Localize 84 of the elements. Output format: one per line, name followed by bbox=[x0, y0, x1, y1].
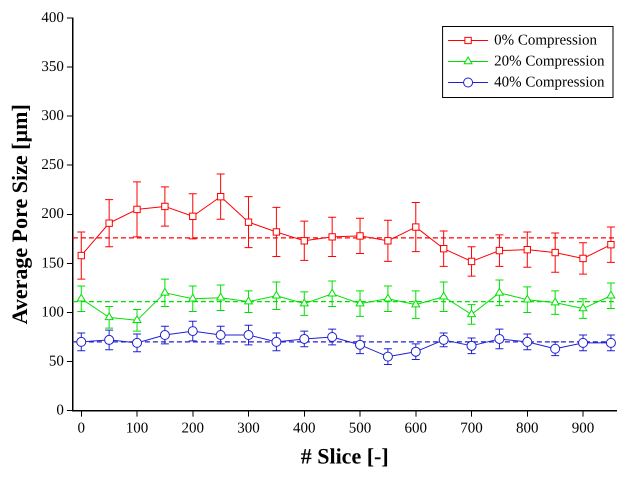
point bbox=[579, 254, 587, 262]
point bbox=[244, 218, 252, 226]
y-axis-title: Average Pore Size [µm] bbox=[6, 104, 32, 324]
point bbox=[466, 340, 477, 351]
point bbox=[76, 294, 86, 302]
point bbox=[272, 228, 280, 236]
point bbox=[384, 294, 392, 302]
point bbox=[216, 192, 224, 200]
point bbox=[607, 241, 615, 248]
point bbox=[412, 223, 420, 231]
y-tick-label: 250 bbox=[41, 157, 64, 174]
x-tick-label: 800 bbox=[516, 420, 539, 437]
point bbox=[522, 294, 532, 302]
point bbox=[189, 212, 196, 220]
point bbox=[216, 330, 226, 340]
y-tick-label: 50 bbox=[48, 353, 64, 370]
x-tick-label: 900 bbox=[572, 420, 594, 437]
point bbox=[440, 244, 448, 252]
point bbox=[104, 334, 114, 345]
point bbox=[188, 326, 198, 336]
point bbox=[522, 336, 532, 347]
point bbox=[550, 298, 560, 306]
point bbox=[578, 304, 588, 312]
point bbox=[161, 202, 169, 210]
point bbox=[496, 246, 504, 254]
y-tick-label: 350 bbox=[41, 59, 64, 76]
point bbox=[188, 294, 198, 302]
point bbox=[382, 352, 393, 362]
point bbox=[328, 233, 336, 241]
point bbox=[578, 338, 588, 348]
point bbox=[272, 290, 281, 299]
point bbox=[300, 237, 308, 244]
point bbox=[439, 292, 448, 300]
point bbox=[244, 296, 253, 304]
point bbox=[410, 346, 421, 357]
point bbox=[524, 246, 531, 254]
point bbox=[133, 206, 141, 214]
point bbox=[328, 288, 337, 297]
y-tick-label: 200 bbox=[41, 206, 64, 222]
x-tick-label: 0 bbox=[78, 420, 86, 437]
x-axis-title: # Slice [-] bbox=[300, 443, 389, 468]
point bbox=[551, 248, 559, 256]
point bbox=[132, 338, 142, 348]
point bbox=[495, 288, 504, 296]
point bbox=[132, 315, 142, 324]
y-tick-label: 150 bbox=[41, 255, 64, 272]
point bbox=[160, 288, 170, 296]
x-tick-label: 300 bbox=[237, 420, 260, 437]
y-tick-label: 300 bbox=[41, 108, 64, 124]
point bbox=[244, 330, 254, 340]
x-tick-label: 500 bbox=[348, 420, 372, 437]
y-tick-label: 400 bbox=[41, 10, 64, 26]
point bbox=[216, 292, 226, 300]
legend-label: 40% Compression bbox=[494, 74, 605, 90]
point bbox=[494, 334, 504, 344]
point bbox=[271, 336, 282, 347]
x-tick-label: 100 bbox=[126, 420, 148, 437]
point bbox=[606, 290, 616, 299]
point bbox=[104, 312, 114, 320]
point bbox=[468, 258, 476, 266]
x-tick-label: 600 bbox=[404, 420, 428, 437]
legend-label: 20% Compression bbox=[494, 53, 605, 70]
point bbox=[411, 300, 420, 308]
point bbox=[78, 252, 85, 260]
point bbox=[105, 219, 113, 227]
point bbox=[438, 334, 449, 345]
point bbox=[300, 298, 309, 306]
x-tick-label: 700 bbox=[460, 420, 483, 437]
y-tick-label: 0 bbox=[56, 402, 64, 419]
y-tick-label: 100 bbox=[41, 304, 64, 320]
point bbox=[606, 338, 616, 348]
point bbox=[355, 340, 366, 350]
x-tick-label: 200 bbox=[182, 420, 204, 437]
point bbox=[356, 298, 364, 306]
point bbox=[327, 332, 338, 342]
legend-label: 0% Compression bbox=[494, 32, 598, 48]
point bbox=[299, 334, 310, 344]
point bbox=[356, 232, 364, 240]
point bbox=[550, 344, 560, 354]
x-tick-label: 400 bbox=[293, 420, 316, 437]
point bbox=[160, 330, 170, 340]
point bbox=[76, 336, 86, 347]
point bbox=[467, 309, 476, 318]
point bbox=[384, 237, 392, 244]
